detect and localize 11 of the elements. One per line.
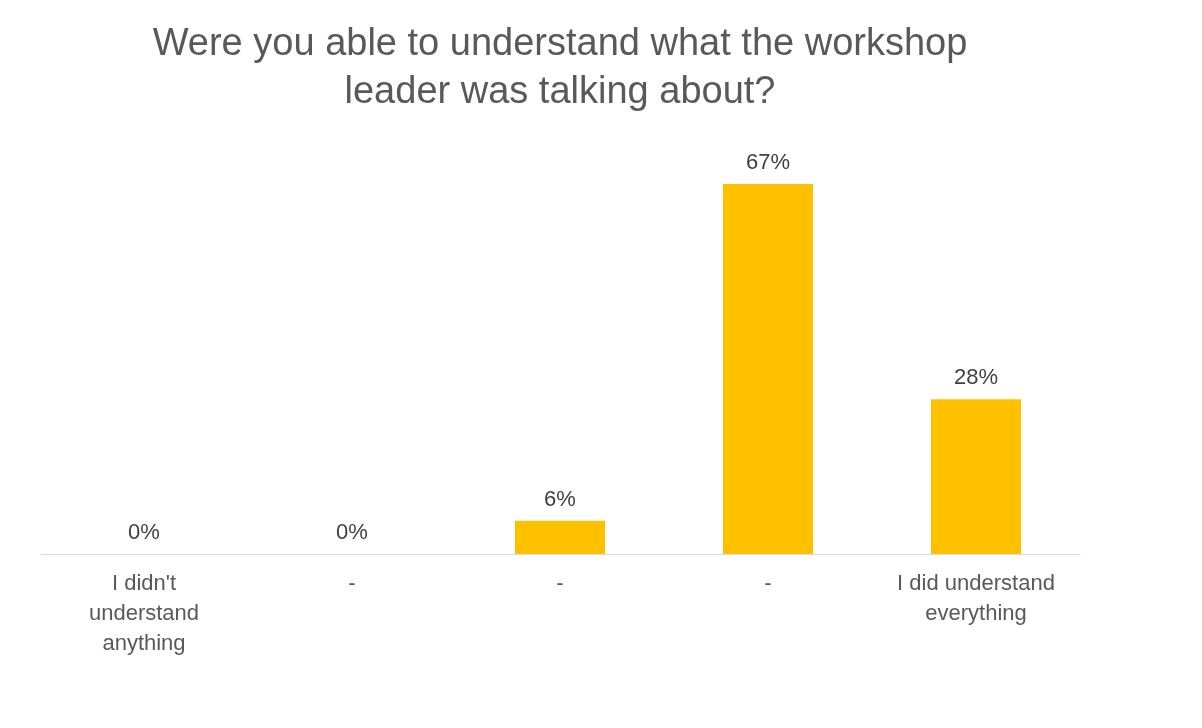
x-tick-label: I didn't understand anything bbox=[88, 569, 200, 655]
data-label: 0% bbox=[336, 519, 368, 544]
x-tick-label: I did understand everything bbox=[897, 569, 1055, 625]
x-tick-label: - bbox=[348, 569, 356, 595]
chart-title: Were you able to understand what the workshop leader was talking about? bbox=[152, 21, 968, 111]
data-label: 28% bbox=[953, 364, 999, 390]
data-label: 67% bbox=[745, 149, 791, 174]
x-tick-label: - bbox=[764, 569, 772, 595]
data-label: 0% bbox=[128, 519, 160, 544]
data-label: 6% bbox=[544, 485, 576, 511]
x-tick-label: - bbox=[556, 569, 564, 595]
